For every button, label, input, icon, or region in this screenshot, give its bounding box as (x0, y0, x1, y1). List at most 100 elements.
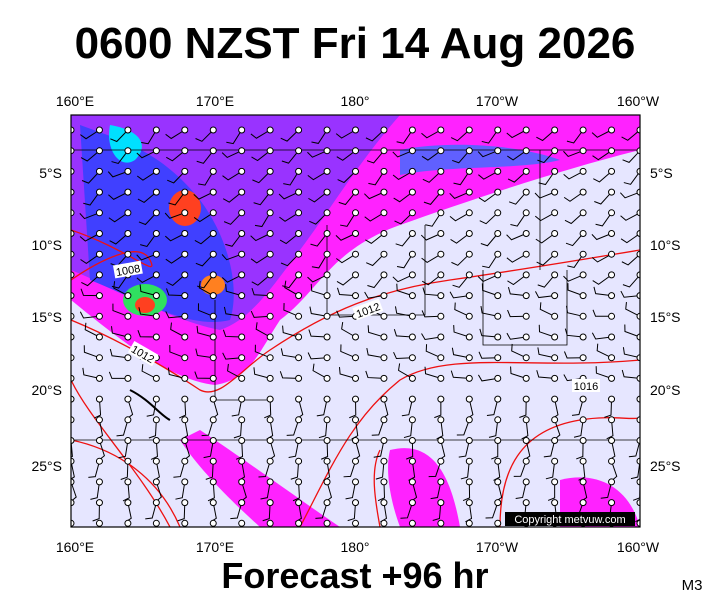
wind-barb (168, 191, 186, 206)
wind-barb (515, 481, 527, 499)
station (71, 167, 75, 175)
station (380, 457, 388, 465)
station (465, 188, 473, 196)
wind-barb (485, 502, 499, 519)
station (437, 188, 445, 196)
wind-barb (108, 371, 128, 379)
wind-barb (393, 191, 413, 203)
station (238, 147, 246, 155)
wind-barb (481, 283, 498, 297)
station (71, 416, 75, 424)
wind-barb (221, 253, 242, 261)
station (266, 457, 274, 465)
lon-label: 160°E (56, 93, 94, 109)
wind-barb (606, 419, 614, 440)
station (522, 250, 530, 258)
wind-barb (335, 129, 356, 139)
station (238, 395, 246, 403)
wind-barb (624, 324, 640, 338)
wind-barb (421, 274, 442, 286)
station (380, 312, 388, 320)
station (408, 478, 416, 486)
wind-barb (623, 171, 640, 185)
station (152, 478, 160, 486)
station (636, 519, 640, 527)
station (295, 437, 303, 444)
station (551, 437, 559, 444)
wind-barb (223, 306, 242, 317)
station (408, 250, 416, 258)
wind-barb (477, 150, 498, 158)
station (494, 437, 502, 444)
station (152, 374, 160, 382)
station (181, 374, 189, 382)
station (380, 416, 388, 424)
axes: 160°E 160°E 170°E 170°E 180° 180° 170°W 170°W 16… (31, 93, 680, 555)
station (408, 126, 416, 134)
station (437, 395, 445, 403)
station (465, 437, 473, 444)
station (608, 292, 616, 300)
station (551, 395, 559, 403)
station (408, 519, 416, 527)
station (579, 312, 587, 320)
wind-barb (622, 274, 640, 288)
wind-barb (196, 325, 214, 338)
station (465, 457, 473, 465)
station (95, 147, 103, 155)
station (295, 478, 303, 486)
station (380, 395, 388, 403)
wind-barb (478, 170, 498, 180)
wind-barb (279, 371, 299, 379)
station (238, 209, 246, 217)
station (152, 457, 160, 465)
station (152, 188, 160, 196)
wind-barb (253, 191, 271, 206)
wind-barb (226, 129, 243, 145)
wind-barb (283, 171, 300, 186)
wind-barb (625, 302, 640, 317)
wind-barb (367, 274, 385, 289)
wind-barb (253, 367, 271, 379)
wind-barb (564, 328, 584, 338)
wind-barb (337, 171, 356, 184)
station (380, 271, 388, 279)
wind-barb (251, 274, 271, 286)
wind-barb (225, 233, 243, 247)
station (71, 292, 75, 300)
station (352, 126, 359, 134)
station (181, 437, 189, 444)
station (608, 271, 616, 279)
station (636, 437, 640, 444)
wind-barb (593, 171, 612, 183)
wind-barb (507, 274, 527, 286)
station (551, 312, 559, 320)
wind-barb (506, 233, 527, 241)
station (465, 147, 473, 155)
wind-barb (537, 347, 555, 359)
station (266, 374, 274, 382)
station (152, 209, 160, 217)
wind-barb (165, 253, 186, 264)
station (95, 519, 103, 527)
station (608, 478, 616, 486)
station (494, 271, 502, 279)
station (408, 312, 416, 320)
wind-barb (81, 274, 100, 287)
station (437, 126, 445, 134)
wind-barb (193, 191, 214, 200)
wind-barb (90, 481, 100, 500)
station (323, 167, 331, 175)
station (494, 147, 502, 155)
station (352, 374, 359, 382)
wind-barb (563, 150, 584, 158)
wind-barb (375, 461, 385, 480)
wind-barb (564, 212, 584, 225)
station (124, 354, 132, 362)
isobar-label-box (572, 379, 600, 392)
station (124, 147, 132, 155)
station (209, 312, 217, 320)
wind-barb (460, 461, 470, 480)
station (465, 416, 473, 424)
wind-barb (620, 212, 640, 221)
